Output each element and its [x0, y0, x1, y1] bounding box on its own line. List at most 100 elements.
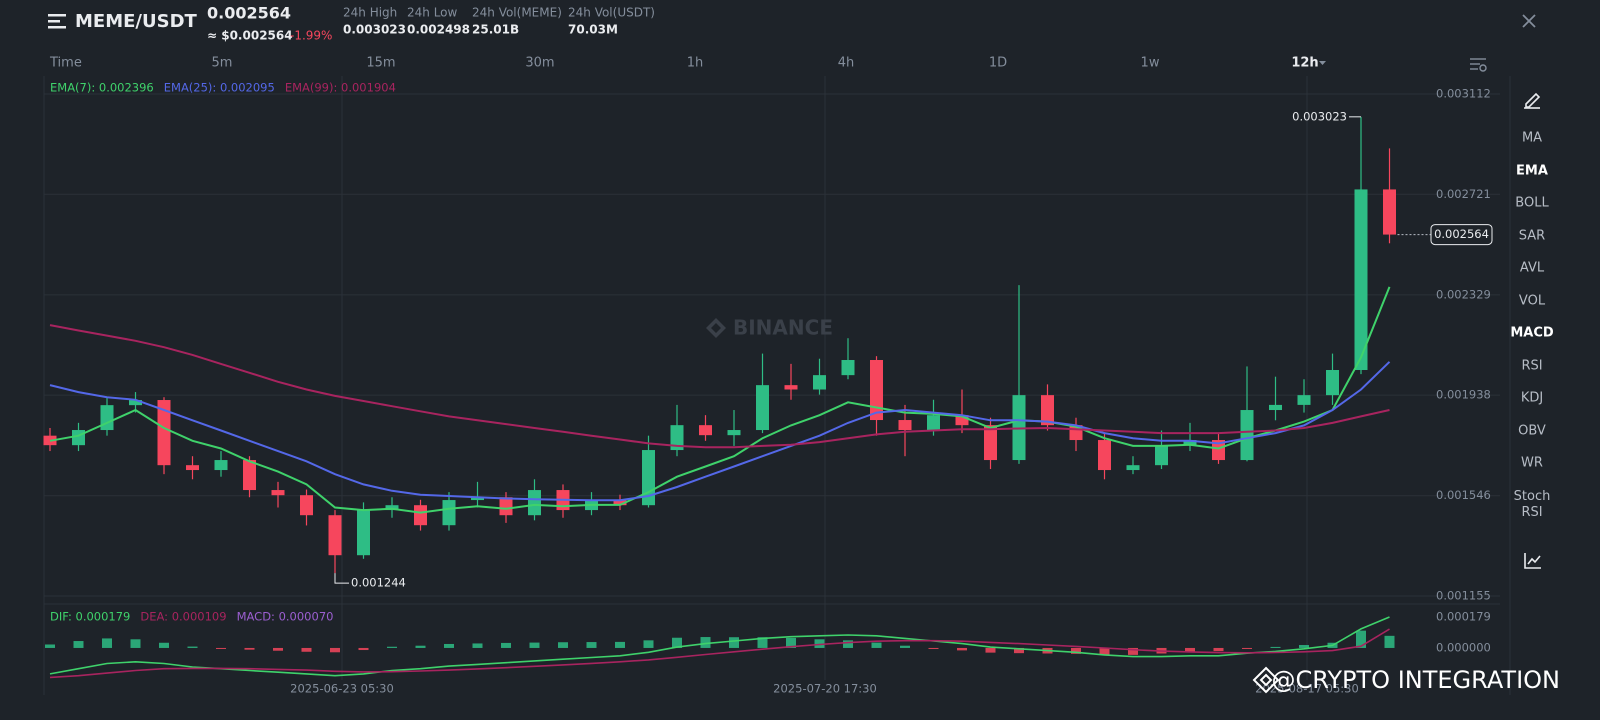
- macd-bar: [786, 637, 796, 648]
- ema-line: [49, 286, 1391, 514]
- candle-body: [129, 400, 142, 406]
- legend-entry: MACD: 0.000070: [237, 610, 334, 624]
- stat-value: 0.002498: [407, 23, 470, 37]
- last-price-box: [1430, 224, 1493, 246]
- macd-bar: [1270, 646, 1281, 648]
- macd-bar: [1213, 647, 1224, 652]
- timeframe-tab[interactable]: 4h: [838, 56, 855, 71]
- candle-body: [1269, 404, 1282, 411]
- macd-bar: [900, 645, 910, 648]
- macd-bar: [814, 639, 825, 648]
- watermark-logo: [706, 318, 726, 338]
- timeframe-tab[interactable]: 12h: [1291, 56, 1318, 71]
- macd-bar: [501, 642, 511, 648]
- indicator-button[interactable]: Stoch RSI: [1514, 489, 1551, 520]
- indicator-button[interactable]: WR: [1521, 456, 1543, 471]
- candle-body: [414, 505, 427, 526]
- candle-body: [72, 430, 85, 446]
- indicator-button[interactable]: EMA: [1516, 164, 1548, 179]
- candle-body: [984, 425, 997, 461]
- macd-bar: [187, 646, 198, 648]
- macd-bar: [102, 638, 112, 648]
- indicator-button[interactable]: RSI: [1521, 359, 1542, 374]
- timeframe-tab[interactable]: 1w: [1141, 56, 1160, 71]
- indicator-button[interactable]: MACD: [1510, 326, 1554, 341]
- y-tick-label: 0.000000: [1436, 640, 1491, 654]
- timeframe-tab[interactable]: 30m: [525, 56, 554, 71]
- legend: EMA(7): 0.002396 EMA(25): 0.002095 EMA(99)…: [50, 81, 396, 95]
- menu-icon[interactable]: [48, 14, 66, 29]
- timeframe-tab[interactable]: 1D: [989, 56, 1007, 71]
- macd-bar: [1099, 647, 1110, 655]
- stat-label: 24h Vol(USDT): [568, 6, 655, 20]
- macd-bar: [244, 647, 255, 650]
- candle-body: [756, 385, 769, 431]
- low-annotation: 0.001244: [351, 576, 406, 590]
- candle-body: [699, 425, 712, 436]
- macd-bar: [45, 644, 55, 648]
- stat-value: 70.03M: [568, 23, 618, 37]
- indicator-button[interactable]: SAR: [1519, 229, 1545, 244]
- candle-body: [186, 465, 199, 471]
- candle-body: [1297, 395, 1311, 405]
- draw-icon[interactable]: [1524, 92, 1541, 109]
- indicator-list: MA EMA BOLL SAR AVL VOL MACD RSI KDJ OBV WR Stoch RS…: [1510, 131, 1554, 520]
- legend-entry: EMA(99): 0.001904: [285, 81, 396, 95]
- candle-body: [1240, 410, 1254, 461]
- candle-body: [1155, 445, 1168, 466]
- candle-body: [100, 405, 114, 431]
- y-tick-label: 0.001546: [1436, 488, 1491, 502]
- x-axis: 2025-06-23 05:30 2025-07-20 17:30 2025-08-…: [290, 682, 1359, 696]
- indicator-button[interactable]: OBV: [1518, 424, 1546, 439]
- high-annotation: 0.003023: [1292, 109, 1347, 123]
- macd-bar: [216, 647, 226, 649]
- indicator-button[interactable]: KDJ: [1521, 391, 1543, 406]
- macd-bar: [928, 647, 939, 649]
- macd-bar: [130, 639, 141, 648]
- timeframe-tab[interactable]: 1h: [687, 56, 704, 71]
- macd-bar: [957, 647, 967, 651]
- candle-body: [528, 490, 541, 516]
- indicator-button[interactable]: BOLL: [1515, 196, 1549, 211]
- macd-bar: [1242, 647, 1252, 649]
- pair[interactable]: MEME/USDT: [75, 11, 198, 32]
- macd-panel: 0.000000 0.000179 DIF: 0.000179 DEA: 0.0001…: [45, 609, 1491, 679]
- macd-bar: [529, 642, 540, 648]
- macd-bar: [301, 647, 312, 652]
- candle-body: [1126, 465, 1140, 471]
- candle-body: [898, 420, 912, 431]
- settings-icon[interactable]: [1470, 58, 1487, 72]
- macd-bar: [871, 642, 882, 648]
- macd-bar: [1384, 635, 1395, 648]
- close-button[interactable]: [1522, 14, 1536, 28]
- indicator-button[interactable]: AVL: [1520, 261, 1545, 276]
- legend-entry: EMA(25): 0.002095: [164, 81, 275, 95]
- timeframe-tab[interactable]: 15m: [366, 56, 395, 71]
- timeframe-tab[interactable]: 5m: [212, 56, 233, 71]
- dropdown-caret[interactable]: [1319, 61, 1326, 65]
- stat-label: 24h High: [343, 6, 397, 20]
- stat-value: 25.01B: [472, 23, 519, 37]
- candle-body: [1041, 395, 1054, 426]
- indicator-button[interactable]: MA: [1522, 131, 1542, 146]
- macd-bar: [615, 641, 625, 648]
- macd-bar: [729, 637, 739, 648]
- indicator-button[interactable]: VOL: [1519, 294, 1546, 309]
- credit-logo: [1252, 666, 1280, 694]
- price-usd: ≈ $0.002564: [207, 29, 293, 43]
- candle-body: [157, 400, 171, 466]
- macd-bar: [1014, 647, 1024, 654]
- candle-body: [670, 425, 684, 451]
- macd-bar: [1299, 645, 1309, 648]
- candle-body: [1354, 189, 1368, 371]
- candle-body: [1326, 370, 1339, 396]
- chart-icon[interactable]: [1524, 553, 1541, 569]
- watermark: BINANCE: [733, 316, 833, 340]
- timeframe-tab[interactable]: Time: [49, 56, 82, 71]
- y-tick-label: 0.003112: [1436, 87, 1491, 101]
- candle-body: [927, 415, 940, 431]
- macd-bar: [700, 637, 711, 648]
- candle-body: [271, 490, 285, 496]
- macd-bar: [985, 647, 996, 653]
